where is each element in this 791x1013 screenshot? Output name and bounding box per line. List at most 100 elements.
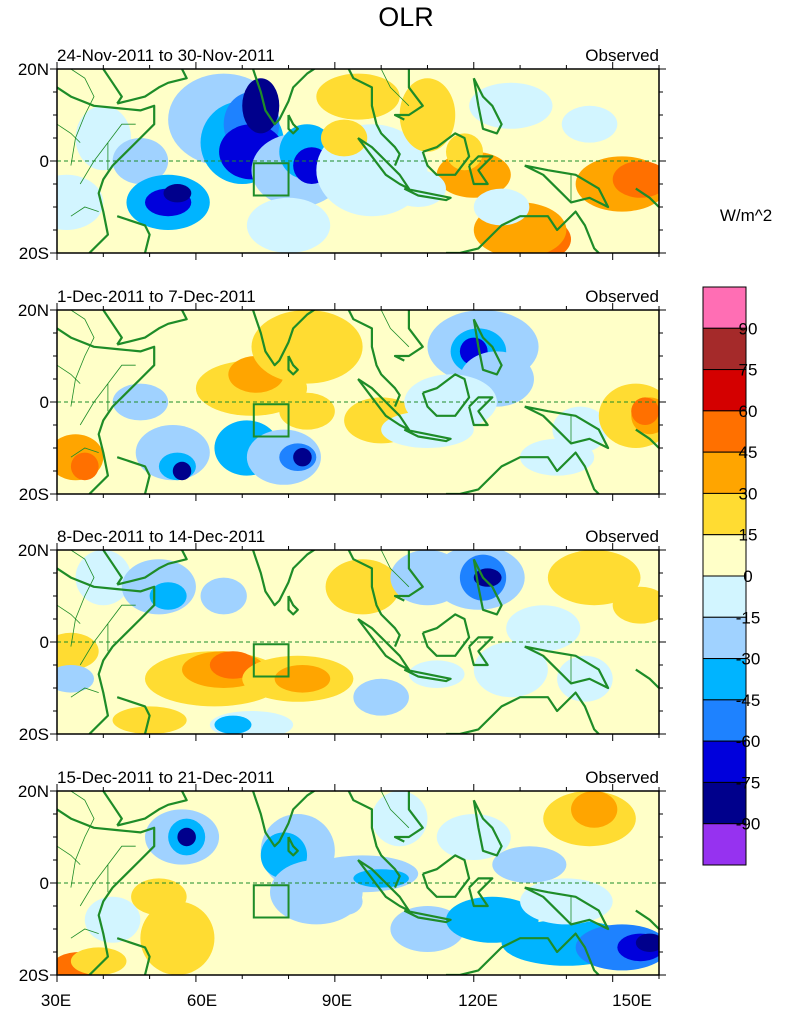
lat-label: 20S (19, 244, 49, 263)
anomaly-contour (561, 105, 618, 143)
anomaly-contour (492, 846, 567, 883)
coastline (228, 69, 317, 126)
country-border (70, 206, 99, 217)
anomaly-contour (200, 577, 247, 615)
country-border (70, 447, 99, 458)
colorbar-label: -15 (736, 608, 761, 627)
country-border (70, 310, 95, 407)
panel-observed-label: Observed (585, 46, 659, 65)
anomaly-contour (57, 632, 99, 670)
panel-period-label: 8-Dec-2011 to 14-Dec-2011 (57, 527, 265, 546)
panel-observed-label: Observed (585, 527, 659, 546)
coastline (287, 595, 299, 616)
coastline (421, 132, 471, 176)
olr-anomaly-field (50, 784, 666, 982)
panel-period-label: 24-Nov-2011 to 30-Nov-2011 (57, 46, 275, 65)
panel-period-label: 15-Dec-2011 to 21-Dec-2011 (57, 768, 275, 787)
anomaly-contour (436, 814, 511, 860)
coastline (57, 327, 156, 494)
coastline (116, 310, 188, 346)
coastline (228, 310, 317, 367)
anomaly-contour (112, 706, 187, 734)
coastline (524, 645, 610, 690)
anomaly-contour (131, 878, 187, 916)
anomaly-contour (274, 665, 331, 693)
olr-anomaly-field (50, 303, 666, 501)
coastline (403, 428, 452, 443)
coastline (421, 613, 471, 657)
lat-label: 20S (19, 966, 49, 985)
coastline (472, 77, 503, 135)
map-panel-4: 15-Dec-2011 to 21-Dec-2011 Observed 20N 0 20… (18, 768, 666, 985)
lat-label: 0 (40, 874, 49, 893)
map-panel-2: 1-Dec-2011 to 7-Dec-2011 Observed 20N 0 20S (18, 287, 666, 504)
map-panel-3: 8-Dec-2011 to 14-Dec-2011 Observed 20N 0 20S (18, 527, 666, 744)
coastline (393, 69, 424, 121)
country-border (70, 687, 99, 698)
country-border (79, 845, 136, 907)
panel-period-label: 1-Dec-2011 to 7-Dec-2011 (57, 287, 256, 306)
lat-label: 20N (18, 301, 49, 320)
colorbar-swatch-7 (702, 575, 747, 618)
coastline (393, 791, 424, 843)
country-border (57, 604, 81, 624)
coastline (116, 69, 188, 105)
anomaly-contour (612, 161, 659, 198)
anomaly-contour (70, 452, 99, 481)
lat-label: 20S (19, 725, 49, 744)
anomaly-contour (325, 559, 400, 615)
coastline (635, 428, 659, 449)
target-region-box (252, 643, 290, 678)
anomaly-contour (635, 933, 659, 952)
country-border (70, 928, 99, 939)
coastline (468, 877, 494, 908)
coastline (472, 558, 503, 616)
anomaly-contour (520, 878, 613, 925)
anomaly-contour (506, 605, 581, 652)
coastline (334, 791, 401, 889)
coastline (468, 155, 494, 186)
country-border (57, 845, 81, 865)
coastline (116, 696, 151, 734)
anomaly-contour (399, 78, 456, 152)
anomaly-contour (251, 310, 363, 384)
country-border (70, 69, 95, 166)
colorbar-swatch-9 (702, 658, 747, 701)
anomaly-contour (473, 642, 548, 698)
units-label: W/m^2 (720, 206, 772, 225)
colorbar-swatch-1 (702, 327, 747, 371)
anomaly-contour (209, 651, 257, 679)
target-region-box (252, 403, 290, 438)
colorbar-swatch-8 (702, 616, 747, 660)
colorbar-label: -60 (736, 732, 761, 751)
coastline (403, 668, 452, 683)
colorbar-label: -45 (736, 691, 761, 710)
coastline (287, 836, 299, 857)
anomaly-contour (140, 901, 215, 975)
country-border (70, 550, 95, 647)
colorbar-swatch-13 (702, 823, 747, 866)
coastline (116, 937, 151, 975)
figure-title: OLR (378, 2, 434, 32)
colorbar-label: -75 (736, 773, 761, 792)
coastline (446, 932, 600, 975)
coastline (446, 451, 600, 494)
anomaly-contour (316, 73, 400, 120)
colorbar-swatch-4 (702, 451, 747, 494)
coastline (421, 373, 471, 417)
coastline (287, 355, 299, 376)
country-border (79, 604, 136, 666)
olr-anomaly-field (50, 62, 666, 260)
coastline (403, 187, 452, 202)
coastline (102, 310, 123, 346)
colorbar-label: 0 (743, 567, 752, 586)
coastline (393, 310, 424, 362)
anomaly-contour (149, 582, 187, 610)
coastline (57, 808, 156, 975)
coastline (393, 550, 424, 602)
lat-label: 0 (40, 633, 49, 652)
coastline (472, 318, 503, 376)
lat-label: 20N (18, 541, 49, 560)
colorbar-label: 90 (739, 319, 758, 338)
coastline (116, 550, 188, 586)
